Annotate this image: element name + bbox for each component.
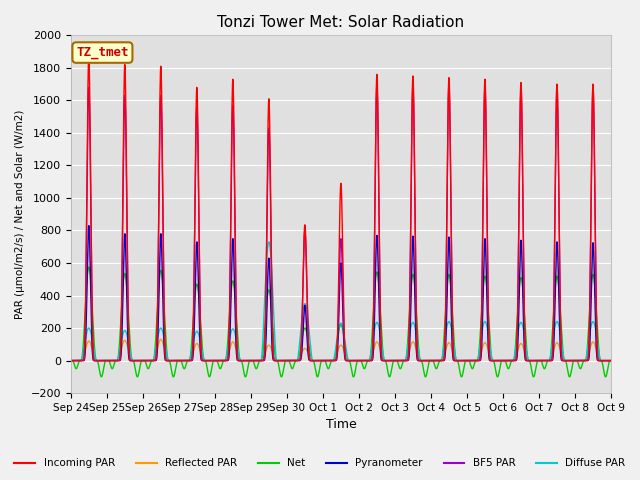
Text: TZ_tmet: TZ_tmet <box>76 46 129 59</box>
X-axis label: Time: Time <box>326 419 356 432</box>
Title: Tonzi Tower Met: Solar Radiation: Tonzi Tower Met: Solar Radiation <box>218 15 465 30</box>
Legend: Incoming PAR, Reflected PAR, Net, Pyranometer, BF5 PAR, Diffuse PAR: Incoming PAR, Reflected PAR, Net, Pyrano… <box>10 454 630 472</box>
Y-axis label: PAR (μmol/m2/s) / Net and Solar (W/m2): PAR (μmol/m2/s) / Net and Solar (W/m2) <box>15 109 25 319</box>
